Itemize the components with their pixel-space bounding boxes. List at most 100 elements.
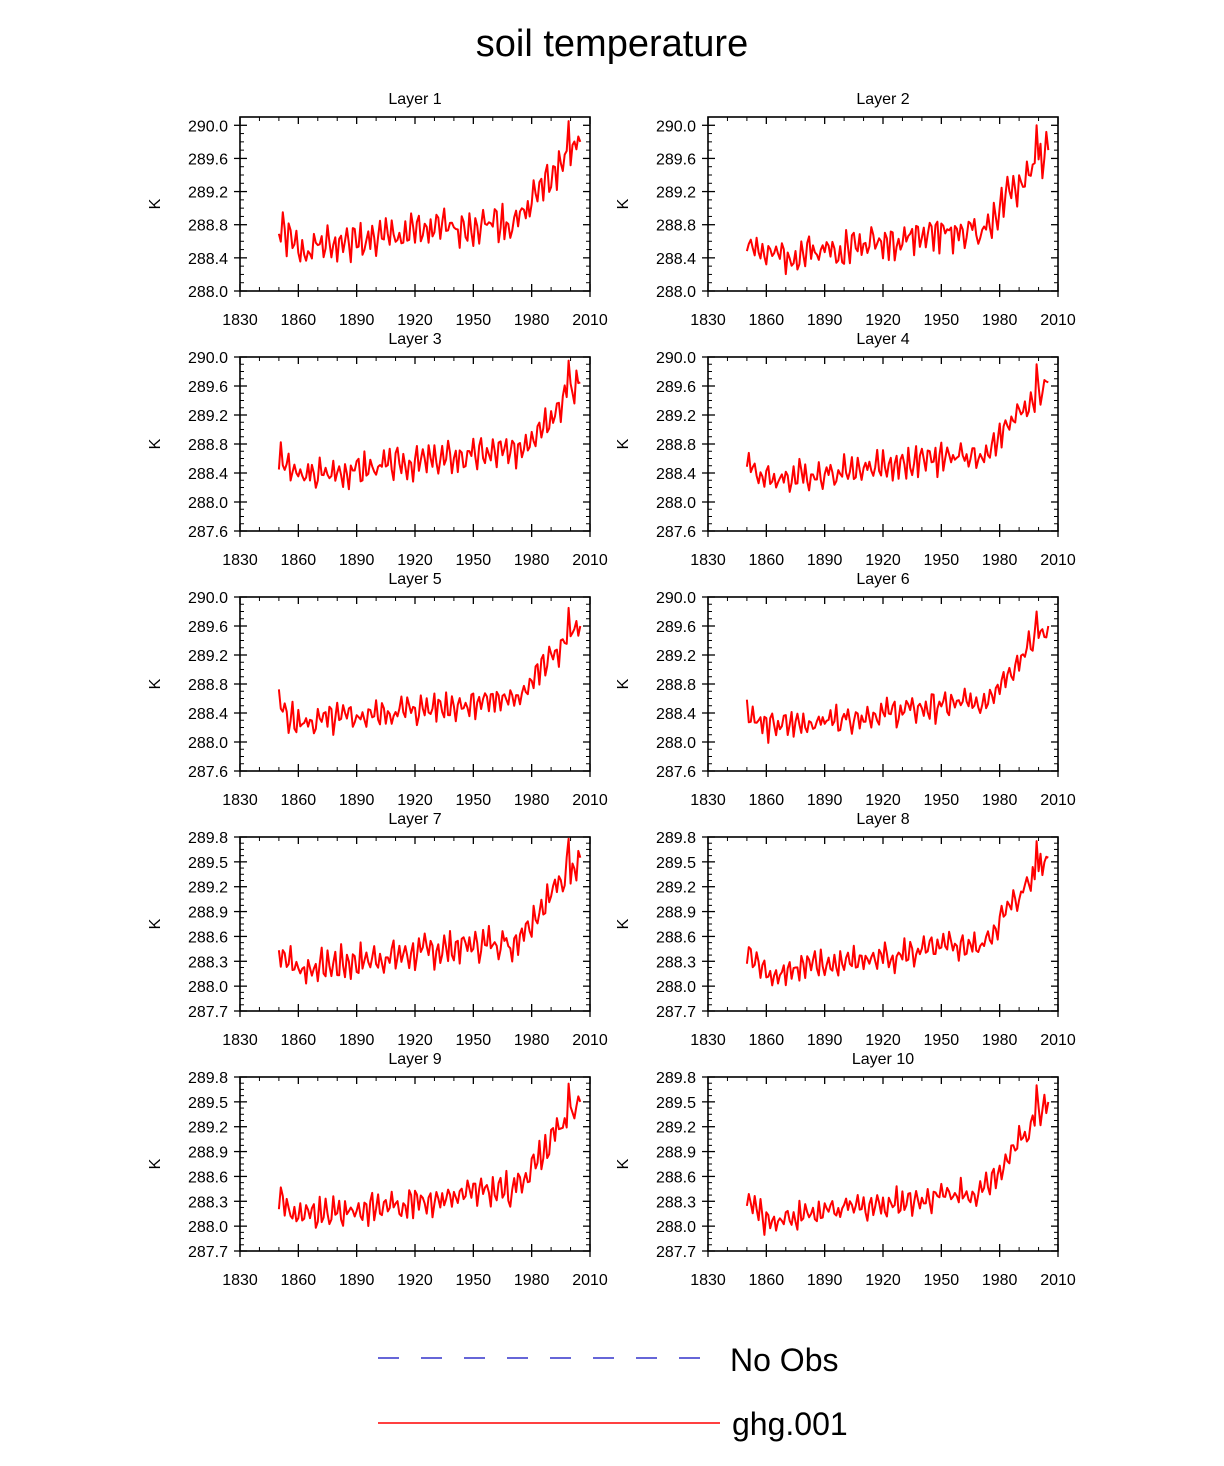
x-tick-label: 1830 [690,1032,726,1049]
x-tick-label: 1950 [924,1272,960,1289]
panel-layer-10: Layer 10 K 287.7 288.0 288.3 288.6 288.9 289.2 2… [615,1051,1076,1289]
panel-title: Layer 5 [388,571,441,588]
x-tick-label: 1860 [281,312,317,329]
figure-title: soil temperature [476,23,748,65]
plot-frame [707,1076,1059,1252]
x-tick-label: 1980 [514,1272,550,1289]
panel-title: Layer 10 [852,1051,914,1068]
x-tick-label: 1860 [749,1272,785,1289]
x-tick-label: 1950 [924,552,960,569]
x-tick-label: 1830 [690,1272,726,1289]
y-tick-label: 287.6 [656,764,696,781]
y-tick-label: 289.5 [188,1095,228,1112]
series-line-ghg.001 [277,606,582,736]
x-tick-label: 1890 [339,552,375,569]
y-tick-label: 288.8 [188,437,228,454]
y-tick-label: 289.6 [656,619,696,636]
panel-title: Layer 6 [856,571,909,588]
series-line-ghg.001 [277,837,582,985]
y-axis-label: K [147,438,164,449]
y-tick-label: 288.4 [188,251,228,268]
x-tick-label: 2010 [572,552,608,569]
panels-group: Layer 1 K 288.0 288.4 288.8 289.2 289.6 290.0 18… [147,91,1076,1289]
panel-layer-1: Layer 1 K 288.0 288.4 288.8 289.2 289.6 290.0 18… [147,91,608,329]
y-tick-label: 289.8 [188,1070,228,1087]
x-tick-label: 1950 [456,792,492,809]
y-tick-label: 288.3 [656,1194,696,1211]
series-line-ghg.001 [277,359,581,491]
panel-title: Layer 9 [388,1051,441,1068]
y-tick-label: 289.5 [656,855,696,872]
y-axis-label: K [147,918,164,929]
y-axis-label: K [615,1158,632,1169]
x-tick-label: 1920 [397,1032,433,1049]
y-tick-label: 288.4 [188,706,228,723]
x-tick-label: 1890 [807,1032,843,1049]
y-tick-label: 287.7 [656,1004,696,1021]
x-tick-label: 1830 [690,312,726,329]
legend-ghg-label: ghg.001 [732,1406,848,1442]
y-tick-label: 288.6 [656,929,696,946]
panel-layer-2: Layer 2 K 288.0 288.4 288.8 289.2 289.6 290.0 18… [615,91,1076,329]
y-axis-label: K [147,1158,164,1169]
y-tick-label: 290.0 [656,118,696,135]
x-tick-label: 1830 [222,1032,258,1049]
y-tick-label: 290.0 [188,350,228,367]
y-tick-label: 289.2 [656,185,696,202]
panel-title: Layer 1 [388,91,441,108]
x-tick-label: 1890 [807,792,843,809]
x-tick-label: 1920 [397,1272,433,1289]
y-tick-label: 288.0 [656,495,696,512]
y-tick-label: 288.0 [188,735,228,752]
x-tick-label: 1830 [222,312,258,329]
x-tick-label: 1950 [456,1272,492,1289]
y-axis-label: K [615,438,632,449]
y-tick-label: 288.0 [188,284,228,301]
y-tick-label: 289.6 [188,619,228,636]
x-tick-label: 1860 [281,792,317,809]
x-tick-label: 2010 [1040,792,1076,809]
plot-frame [239,596,591,772]
y-tick-label: 289.2 [188,1120,228,1137]
y-tick-label: 289.2 [188,185,228,202]
x-tick-label: 1980 [982,1272,1018,1289]
y-tick-label: 288.0 [188,1219,228,1236]
x-tick-label: 1860 [281,552,317,569]
series-line-ghg.001 [745,363,1049,493]
y-tick-label: 287.7 [656,1244,696,1261]
y-axis-label: K [615,678,632,689]
y-axis-label: K [615,198,632,209]
y-tick-label: 288.6 [656,1169,696,1186]
y-tick-label: 289.2 [656,408,696,425]
legend: No Obs ghg.001 [378,1342,848,1442]
x-tick-label: 1830 [690,792,726,809]
y-tick-label: 289.2 [188,408,228,425]
y-tick-label: 288.0 [188,495,228,512]
y-axis-label: K [615,918,632,929]
y-tick-label: 288.8 [656,218,696,235]
x-tick-label: 1890 [339,312,375,329]
y-tick-label: 289.8 [656,1070,696,1087]
panel-layer-3: Layer 3 K 287.6 288.0 288.4 288.8 289.2 289.6 29… [147,331,608,569]
x-tick-label: 1980 [982,1032,1018,1049]
panel-layer-5: Layer 5 K 287.6 288.0 288.4 288.8 289.2 289.6 29… [147,571,608,809]
panel-title: Layer 3 [388,331,441,348]
y-tick-label: 288.3 [188,954,228,971]
y-tick-label: 290.0 [656,590,696,607]
y-tick-label: 289.6 [656,379,696,396]
x-tick-label: 1860 [749,1032,785,1049]
y-tick-label: 289.2 [188,648,228,665]
x-tick-label: 1920 [865,1032,901,1049]
x-tick-label: 1950 [456,552,492,569]
y-tick-label: 288.4 [656,706,696,723]
x-tick-label: 1890 [339,1032,375,1049]
y-axis-label: K [147,678,164,689]
y-tick-label: 288.9 [188,1145,228,1162]
y-tick-label: 288.3 [188,1194,228,1211]
y-tick-label: 289.2 [656,648,696,665]
y-tick-label: 288.4 [656,466,696,483]
x-tick-label: 1920 [397,552,433,569]
y-tick-label: 289.2 [188,880,228,897]
x-tick-label: 2010 [1040,552,1076,569]
y-tick-label: 288.8 [188,677,228,694]
